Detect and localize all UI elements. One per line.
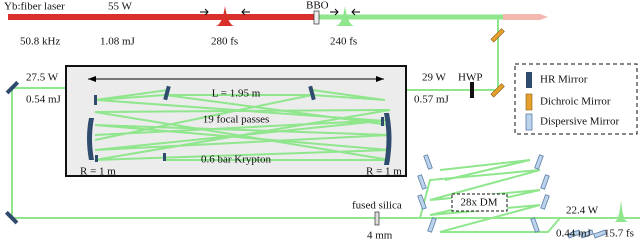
dm-mirrors: [417, 154, 607, 239]
label: 240 fs: [330, 36, 357, 48]
hr-mirror: [163, 85, 171, 101]
arrows: [200, 8, 250, 16]
label: 4 mm: [367, 230, 393, 242]
hr-mirror: [4, 210, 19, 225]
hr-mirror: [5, 80, 20, 95]
final-pulse: [614, 200, 628, 222]
dm-mirrors: [593, 229, 607, 239]
focal-passes: [94, 89, 386, 101]
dm-mirrors: [540, 174, 550, 190]
dm-mirrors: [540, 194, 550, 210]
label: 22.4 W: [566, 205, 599, 217]
label: 19 focal passes: [203, 114, 270, 126]
legend-swatch: [526, 72, 532, 88]
dm-mirrors: [530, 217, 540, 233]
label: 0.57 mJ: [414, 94, 450, 106]
label: 0.54 mJ: [26, 94, 62, 106]
hr-mirror: [95, 155, 98, 162]
dm-mirrors: [567, 229, 581, 239]
green-pulse: [335, 6, 355, 26]
residual-beam: [503, 14, 548, 20]
arrows: [330, 8, 360, 16]
dm-mirrors: [427, 217, 437, 233]
legend-box: [514, 63, 638, 135]
hr-mirror: [163, 153, 166, 161]
legend-label: HR Mirror: [540, 74, 588, 86]
label: BBO: [306, 0, 329, 12]
label: HWP: [458, 72, 482, 84]
label: 29 W: [422, 72, 447, 84]
label: 50.8 kHz: [20, 36, 60, 48]
hr-mirror: [308, 85, 316, 101]
dm-label-box: [451, 193, 508, 212]
label: 15.7 fs: [604, 228, 634, 240]
curved-mirror: [87, 118, 94, 160]
red-pulse: [215, 6, 235, 26]
label: 1.08 mJ: [100, 36, 136, 48]
bbo-crystal: [313, 10, 320, 25]
label: L = 1.95 m: [212, 88, 261, 100]
label: fused silica: [352, 200, 402, 212]
label: Yb:fiber laser: [4, 1, 65, 13]
label: R = 1 m: [80, 166, 116, 178]
hwp: [470, 82, 474, 98]
curved-mirror: [384, 113, 392, 165]
hr-mirror: [381, 117, 384, 126]
dm-mirrors: [534, 154, 544, 170]
label: 55 W: [108, 1, 133, 13]
legend-label: Dispersive Mirror: [540, 116, 619, 128]
legend-label: Dichroic Mirror: [540, 96, 611, 108]
hr-mirror: [94, 95, 97, 105]
dm-mirrors: [417, 174, 427, 190]
cell-box: [65, 65, 407, 177]
label: 28x DM: [461, 197, 498, 209]
dm-mirrors: [580, 229, 594, 239]
label: 280 fs: [211, 36, 238, 48]
label: 27.5 W: [26, 72, 59, 84]
dichroic-mirror: [490, 28, 505, 43]
label: 0.6 bar Krypton: [201, 154, 271, 166]
label: R = 1 m: [366, 166, 402, 178]
legend-swatch: [525, 93, 533, 111]
dm-mirrors: [423, 154, 433, 170]
legend-swatch: [525, 113, 533, 131]
fused-silica: [374, 211, 380, 226]
dm-mirrors: [417, 194, 427, 210]
dichroic-mirror: [490, 83, 505, 98]
label: 0.44 mJ: [556, 228, 592, 240]
